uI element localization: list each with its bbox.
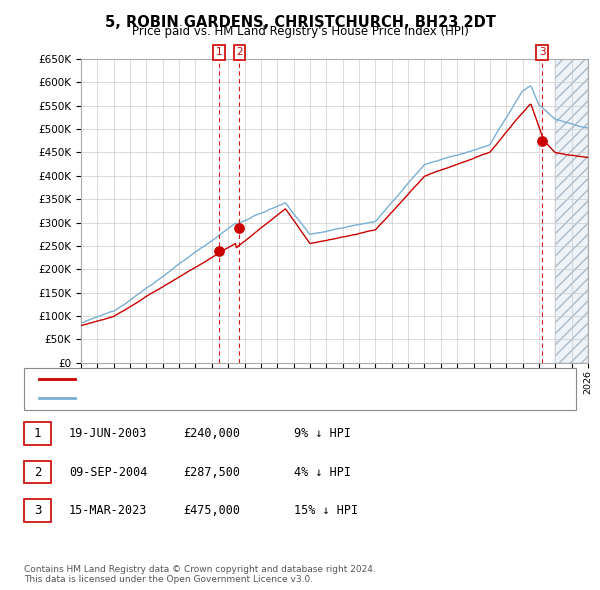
Text: 09-SEP-2004: 09-SEP-2004 [69, 466, 148, 478]
Text: 19-JUN-2003: 19-JUN-2003 [69, 427, 148, 440]
Text: 4% ↓ HPI: 4% ↓ HPI [294, 466, 351, 478]
Point [215, 246, 224, 255]
Text: 1: 1 [34, 427, 41, 440]
Text: 1: 1 [216, 47, 223, 57]
Text: 3: 3 [539, 47, 545, 57]
Bar [555, 59, 588, 363]
Point [235, 224, 244, 233]
Text: 15% ↓ HPI: 15% ↓ HPI [294, 504, 358, 517]
Text: £287,500: £287,500 [183, 466, 240, 478]
Bar [555, 59, 588, 363]
Text: 2: 2 [34, 466, 41, 478]
Text: 5, ROBIN GARDENS, CHRISTCHURCH, BH23 2DT (detached house): 5, ROBIN GARDENS, CHRISTCHURCH, BH23 2DT… [81, 375, 442, 385]
Point [538, 136, 547, 146]
Text: £240,000: £240,000 [183, 427, 240, 440]
Text: 9% ↓ HPI: 9% ↓ HPI [294, 427, 351, 440]
Text: 15-MAR-2023: 15-MAR-2023 [69, 504, 148, 517]
Text: 2: 2 [236, 47, 243, 57]
Text: Contains HM Land Registry data © Crown copyright and database right 2024.
This d: Contains HM Land Registry data © Crown c… [24, 565, 376, 584]
Text: 5, ROBIN GARDENS, CHRISTCHURCH, BH23 2DT: 5, ROBIN GARDENS, CHRISTCHURCH, BH23 2DT [104, 15, 496, 30]
Text: Price paid vs. HM Land Registry's House Price Index (HPI): Price paid vs. HM Land Registry's House … [131, 25, 469, 38]
Text: HPI: Average price, detached house, Bournemouth Christchurch and Poole: HPI: Average price, detached house, Bour… [81, 393, 487, 403]
Text: 3: 3 [34, 504, 41, 517]
Text: £475,000: £475,000 [183, 504, 240, 517]
